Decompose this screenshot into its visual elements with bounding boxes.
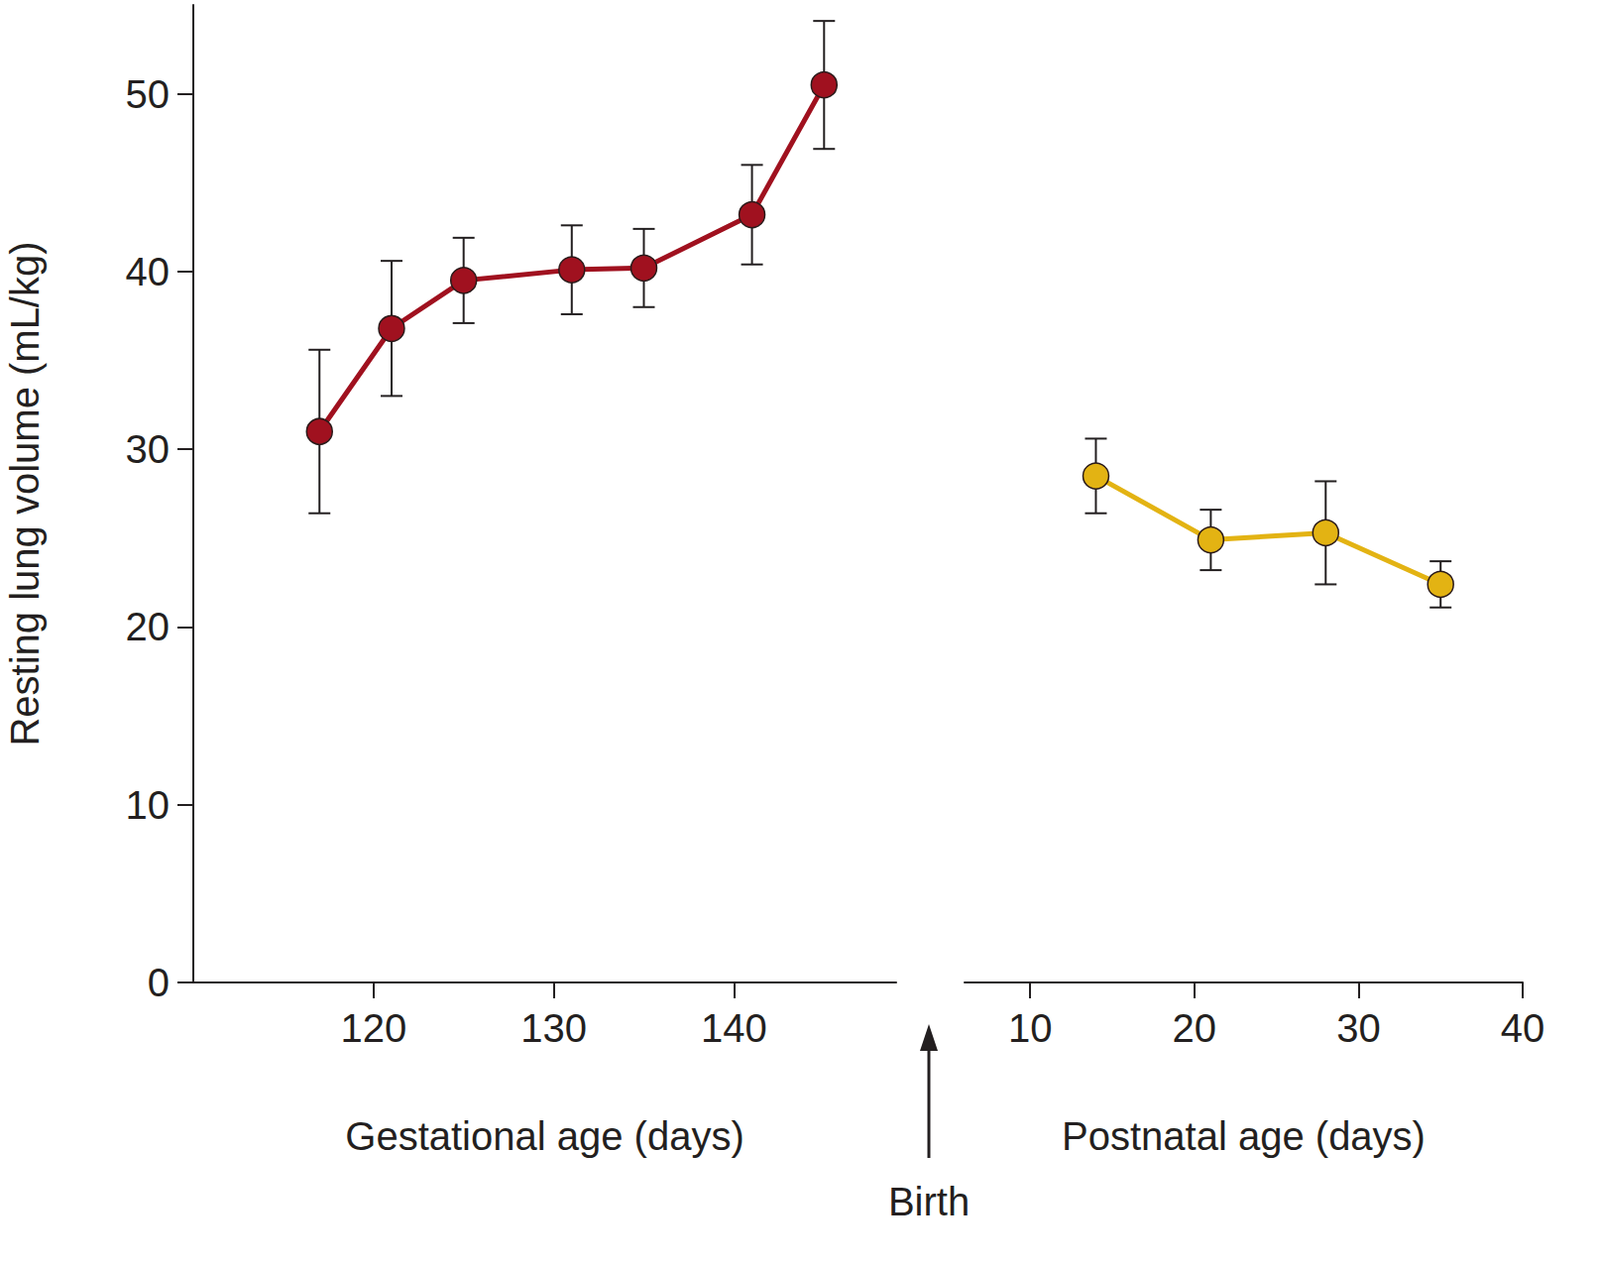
svg-text:120: 120 [340,1006,407,1050]
svg-text:Postnatal age (days): Postnatal age (days) [1061,1114,1426,1158]
svg-text:10: 10 [1008,1006,1053,1050]
svg-text:140: 140 [700,1006,768,1050]
svg-text:Gestational age (days): Gestational age (days) [344,1114,744,1158]
svg-text:50: 50 [125,72,171,116]
svg-text:40: 40 [1500,1006,1546,1050]
svg-text:20: 20 [125,604,171,649]
svg-text:20: 20 [1172,1006,1218,1050]
svg-text:0: 0 [147,960,170,1005]
svg-text:30: 30 [1336,1006,1381,1050]
svg-text:Birth: Birth [888,1179,970,1224]
svg-text:30: 30 [125,427,171,471]
svg-text:Resting lung volume (mL/kg): Resting lung volume (mL/kg) [2,240,47,746]
svg-text:130: 130 [520,1006,587,1050]
svg-text:40: 40 [125,249,171,294]
svg-text:10: 10 [125,783,171,827]
